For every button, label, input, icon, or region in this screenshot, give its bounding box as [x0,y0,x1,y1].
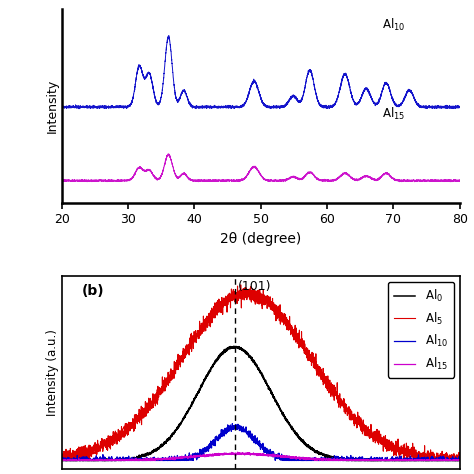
Al$_{15}$ [457,457,463,463]
Al$_0$ [59,457,64,463]
Al$_{15}$ [229,451,235,457]
Al$_0$ [457,457,463,463]
Al$_5$ [229,297,235,302]
Al$_0$ [128,456,134,461]
Al$_0$ [231,344,237,349]
Al$_{10}$ [406,457,412,463]
Al$_{15}$ [211,452,217,458]
Line: Al$_5$: Al$_5$ [62,285,460,460]
Line: Al$_0$: Al$_0$ [62,346,460,460]
Al$_5$ [407,455,412,460]
Al$_{15}$ [59,457,64,463]
Al$_0$ [229,346,235,351]
Al$_5$ [59,451,64,457]
Text: (b): (b) [82,284,104,299]
Al$_{10}$ [229,421,235,427]
Text: (101): (101) [238,280,272,292]
Al$_0$ [407,457,412,463]
Y-axis label: Intensity: Intensity [46,79,59,133]
Text: Al$_{15}$: Al$_{15}$ [382,106,405,122]
Al$_{10}$ [104,457,110,463]
Al$_5$ [211,304,217,310]
Al$_5$ [128,420,134,426]
Al$_0$ [59,457,65,463]
Al$_0$ [104,457,110,463]
Legend: Al$_0$, Al$_5$, Al$_{10}$, Al$_{15}$: Al$_0$, Al$_5$, Al$_{10}$, Al$_{15}$ [388,282,454,378]
Al$_{15}$ [104,457,110,463]
Al$_5$ [449,456,455,462]
Al$_{10}$ [457,456,463,462]
Line: Al$_{10}$: Al$_{10}$ [62,424,460,460]
Al$_{10}$ [59,457,64,463]
Al$_{10}$ [449,457,455,463]
Al$_0$ [211,361,217,366]
Al$_{10}$ [128,457,134,463]
Al$_{15}$ [235,449,240,455]
Al$_5$ [104,437,110,442]
Line: Al$_{15}$: Al$_{15}$ [62,452,460,460]
Al$_{15}$ [128,456,134,462]
Al$_{10}$ [229,424,235,429]
Al$_5$ [59,457,65,463]
Text: Al$_{10}$: Al$_{10}$ [382,17,405,33]
Al$_5$ [457,455,463,460]
Y-axis label: Intensity (a.u.): Intensity (a.u.) [46,329,59,416]
X-axis label: 2θ (degree): 2θ (degree) [220,232,301,246]
Al$_{10}$ [211,438,217,444]
Al$_{15}$ [406,457,412,463]
Al$_5$ [238,282,244,288]
Al$_0$ [449,457,455,463]
Al$_{15}$ [449,457,455,463]
